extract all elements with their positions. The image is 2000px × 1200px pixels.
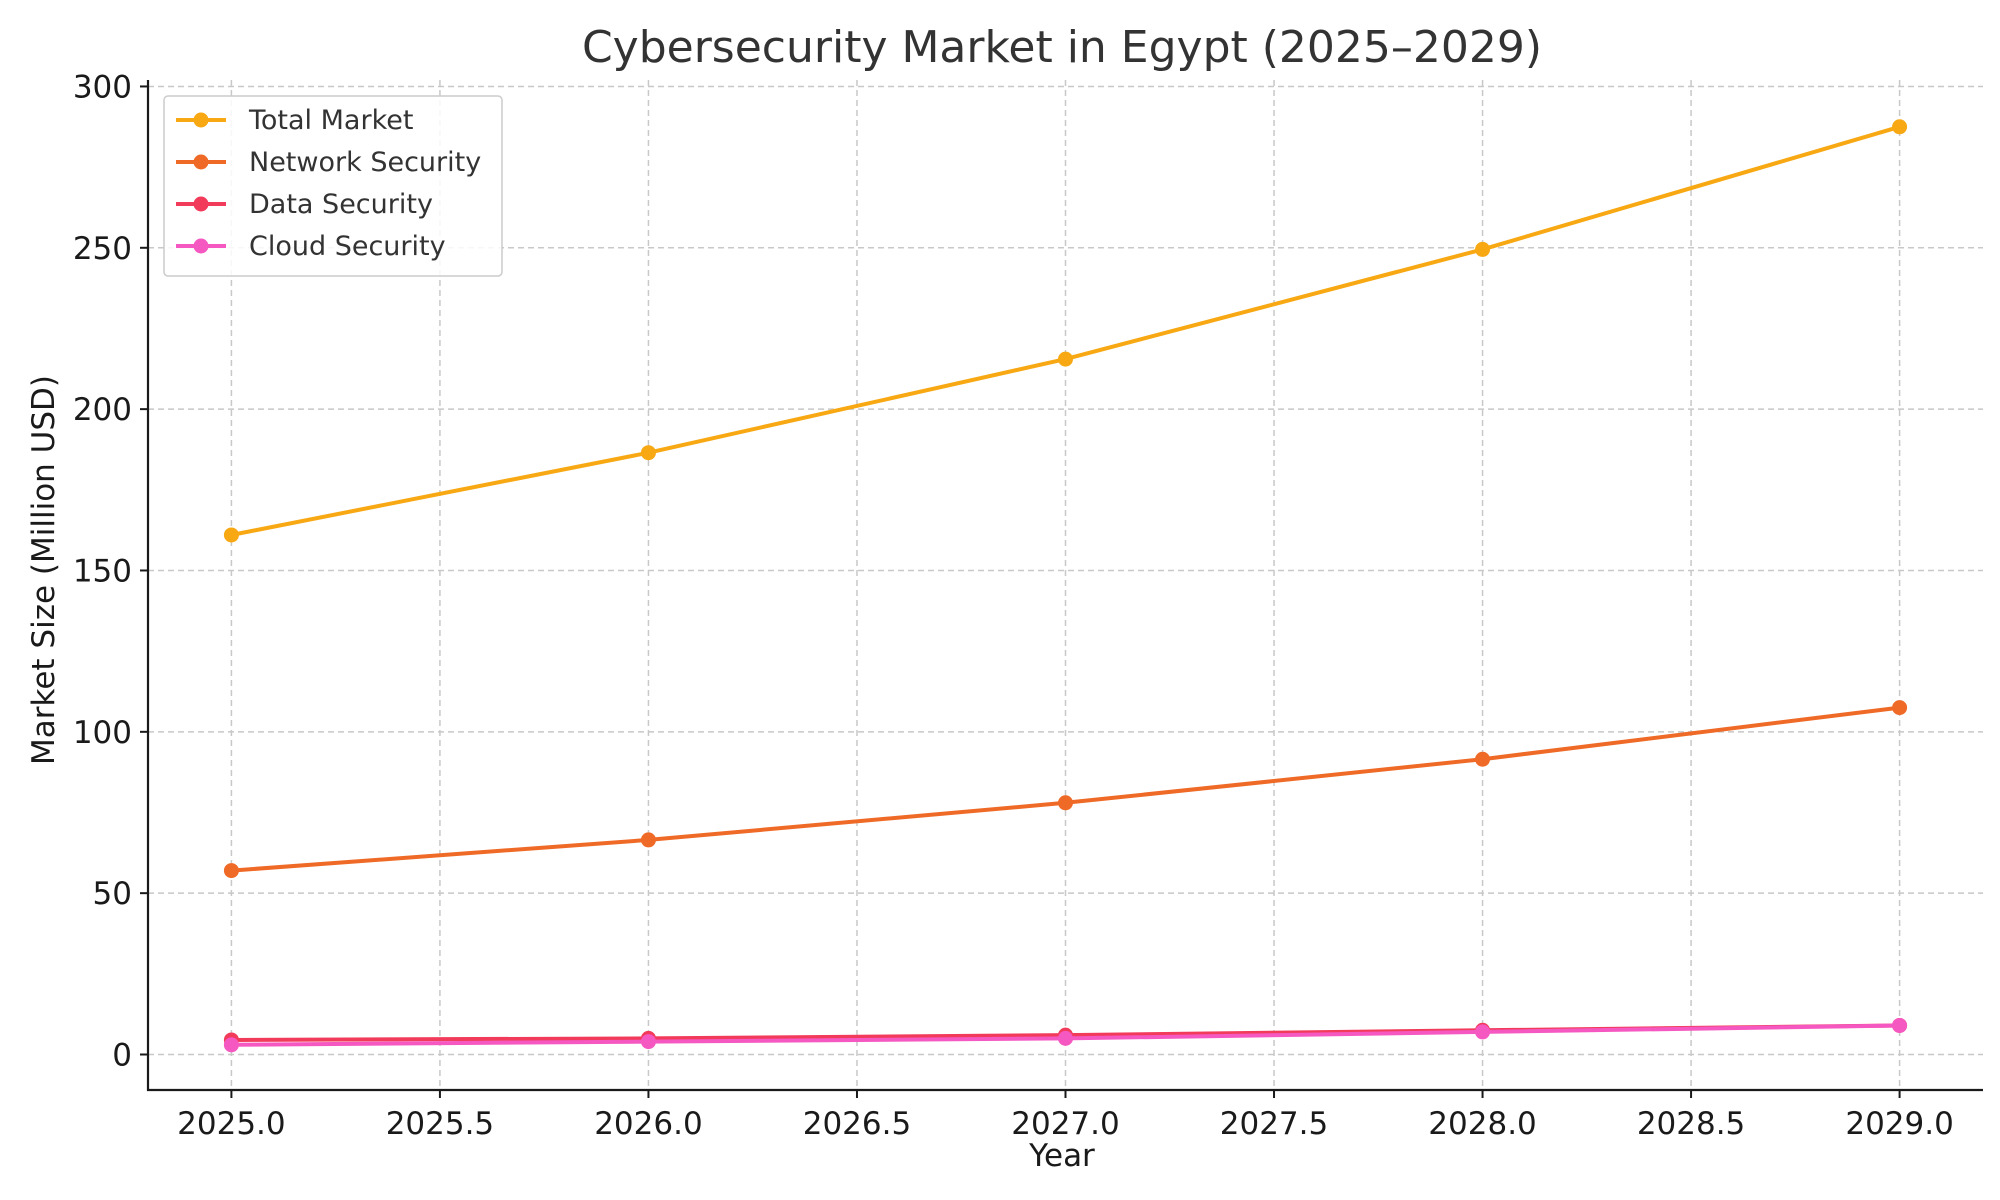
x-tick-label: 2027.0 — [1011, 1106, 1119, 1142]
x-tick-label: 2028.0 — [1428, 1106, 1536, 1142]
legend-label: Data Security — [249, 189, 433, 220]
legend-item: Total Market — [176, 105, 413, 136]
y-axis-label: Market Size (Million USD) — [26, 375, 62, 765]
series-network-security — [223, 700, 1908, 879]
legend-item: Network Security — [176, 147, 481, 178]
data-point — [223, 527, 239, 543]
series-cloud-security — [223, 1017, 1908, 1053]
axis-spine — [146, 80, 1983, 1092]
legend-box — [163, 95, 503, 277]
x-axis-ticks: 2025.0 2025.5 2026.0 2026.5 2027.0 2027.5 2028… — [177, 1090, 1954, 1142]
data-point — [223, 1037, 239, 1053]
y-tick-label: 300 — [73, 69, 132, 105]
data-point — [1892, 1017, 1908, 1033]
data-point — [1058, 1030, 1073, 1046]
legend-swatch-marker — [193, 238, 209, 254]
y-tick-label: 0 — [112, 1038, 132, 1074]
legend-swatch-marker — [193, 112, 209, 128]
data-point — [1058, 351, 1073, 367]
data-point — [1892, 119, 1908, 135]
x-tick-label: 2025.0 — [177, 1106, 285, 1142]
legend-item: Data Security — [176, 189, 433, 220]
data-point — [640, 1034, 656, 1050]
y-tick-label: 100 — [73, 715, 132, 751]
legend: Total Market Network Security Data Securit… — [163, 95, 503, 277]
legend-item: Cloud Security — [176, 231, 446, 262]
y-axis-ticks: 0 50 100 150 200 250 300 — [73, 69, 148, 1074]
data-point — [1058, 795, 1073, 811]
x-tick-label: 2029.0 — [1845, 1106, 1953, 1142]
legend-label: Total Market — [248, 105, 413, 136]
x-axis-label: Year — [1028, 1138, 1095, 1174]
data-point — [640, 832, 656, 848]
axes — [146, 80, 1983, 1092]
series-total-market — [223, 119, 1908, 543]
data-point — [1475, 241, 1491, 257]
x-tick-label: 2025.5 — [386, 1106, 494, 1142]
data-point — [1475, 1024, 1491, 1040]
data-point — [1892, 700, 1908, 716]
chart-title: Cybersecurity Market in Egypt (2025–2029… — [582, 22, 1542, 73]
legend-label: Network Security — [249, 147, 481, 178]
data-point — [223, 863, 239, 879]
y-tick-label: 50 — [93, 876, 132, 912]
x-tick-label: 2026.0 — [594, 1106, 702, 1142]
x-tick-label: 2027.5 — [1220, 1106, 1328, 1142]
y-tick-label: 200 — [73, 392, 132, 428]
y-tick-label: 150 — [73, 553, 132, 589]
x-tick-label: 2026.5 — [803, 1106, 911, 1142]
data-point — [1475, 751, 1491, 767]
data-point — [640, 445, 656, 461]
series-lines — [223, 119, 1908, 1053]
legend-swatch-marker — [193, 196, 209, 212]
legend-swatch-marker — [193, 154, 209, 170]
x-tick-label: 2028.5 — [1637, 1106, 1745, 1142]
y-tick-label: 250 — [73, 231, 132, 267]
legend-label: Cloud Security — [249, 231, 446, 262]
